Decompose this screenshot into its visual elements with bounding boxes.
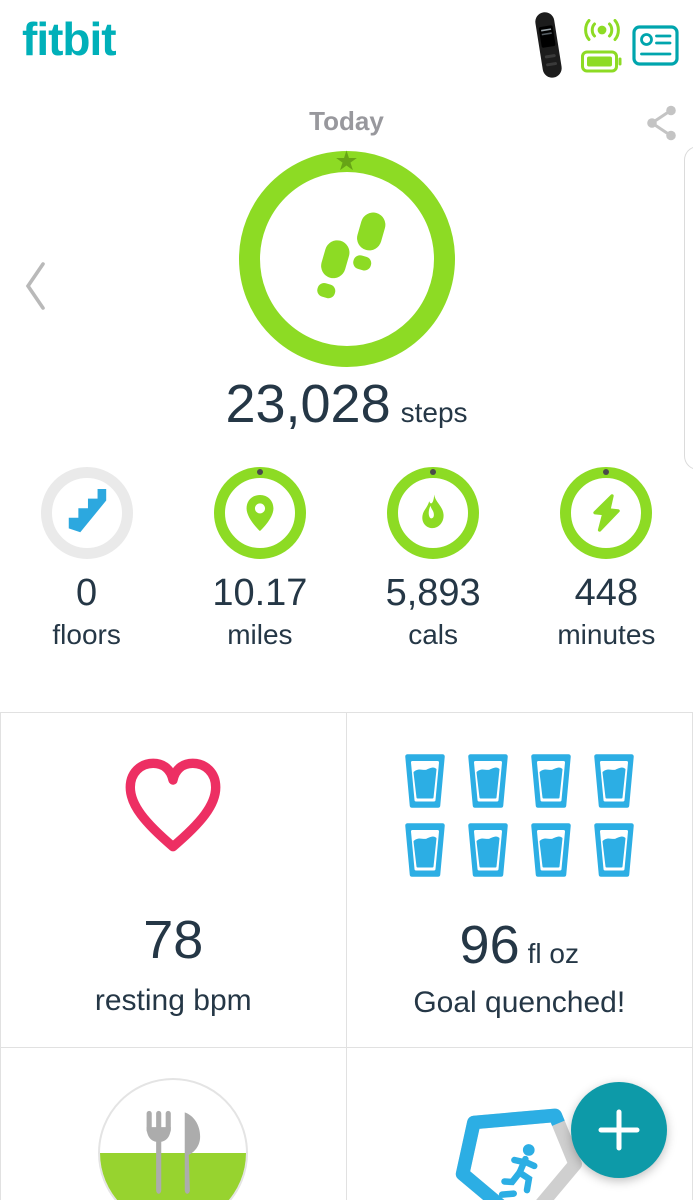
footsteps-icon: [316, 212, 385, 299]
account-button[interactable]: [632, 24, 679, 70]
lightning-icon: [593, 494, 621, 532]
floors-label: floors: [52, 619, 121, 650]
water-glass-icon: [594, 754, 634, 808]
location-pin-icon: [246, 494, 274, 532]
cals-ring: [387, 467, 480, 559]
steps-readout: 23,028 steps: [0, 373, 693, 435]
minutes-ring: [560, 467, 653, 559]
stat-miles[interactable]: 10.17 miles: [173, 467, 346, 651]
header-icons: [525, 10, 679, 83]
exercise-badge-icon: [456, 1108, 583, 1200]
resting-bpm-value: 78: [143, 910, 204, 970]
account-card-icon: [632, 25, 679, 66]
food-fill: [100, 1153, 247, 1200]
chevron-left-icon: [25, 262, 45, 310]
sync-signal-icon: [583, 19, 620, 41]
water-glass-icon: [468, 823, 508, 877]
water-value: 96: [459, 915, 520, 975]
device-status: [581, 19, 622, 73]
water-glasses: [347, 753, 693, 878]
heart-rate-tile[interactable]: 78 resting bpm: [0, 713, 347, 1048]
water-unit: fl oz: [527, 938, 579, 969]
miles-label: miles: [227, 619, 293, 650]
miles-ring: [213, 467, 306, 559]
fitbit-logo: fitbit: [22, 13, 117, 65]
goal-marker-dot: [603, 469, 610, 475]
water-goal-status: Goal quenched!: [413, 986, 626, 1019]
tiles-grid: 78 resting bpm: [0, 712, 693, 1200]
fork-knife-icon: [146, 1110, 201, 1194]
floors-ring: [40, 467, 133, 559]
steps-progress-ring[interactable]: ★: [238, 146, 455, 367]
resting-bpm-label: resting bpm: [94, 984, 252, 1017]
food-progress-circle: [98, 1078, 249, 1200]
miles-value: 10.17: [212, 572, 308, 614]
stairs-icon: [68, 489, 106, 533]
share-button[interactable]: [645, 104, 679, 145]
battery-level-icon: [581, 50, 622, 73]
stats-row: 0 floors 10.17 miles: [0, 467, 693, 651]
water-glass-icon: [468, 754, 508, 808]
stat-cals[interactable]: 5,893 cals: [347, 467, 520, 651]
add-fab-button[interactable]: [571, 1082, 667, 1178]
flame-icon: [422, 494, 444, 529]
cals-value: 5,893: [385, 572, 481, 614]
steps-value: 23,028: [225, 374, 391, 434]
stat-floors[interactable]: 0 floors: [0, 467, 173, 651]
tracker-device-button[interactable]: [525, 10, 571, 83]
water-glass-icon: [405, 823, 445, 877]
today-panel: Today ★: [0, 88, 693, 712]
water-glass-icon: [594, 823, 634, 877]
minutes-label: minutes: [557, 619, 656, 650]
goal-marker-dot: [256, 469, 263, 475]
steps-unit: steps: [400, 397, 468, 428]
food-tile[interactable]: [0, 1048, 347, 1200]
water-readout: 96 fl oz: [347, 914, 693, 976]
stat-minutes[interactable]: 448 minutes: [520, 467, 693, 651]
goal-marker-dot: [430, 469, 437, 475]
runner-icon: [499, 1144, 538, 1198]
floors-value: 0: [76, 572, 98, 614]
app-header: fitbit: [0, 0, 693, 88]
previous-day-chevron[interactable]: [22, 260, 48, 315]
next-day-card-edge[interactable]: [684, 146, 693, 470]
share-icon: [647, 105, 676, 141]
water-tile[interactable]: 96 fl oz Goal quenched!: [346, 713, 693, 1048]
water-glass-icon: [531, 823, 571, 877]
cals-label: cals: [408, 619, 459, 650]
day-title: Today: [309, 106, 384, 136]
water-glass-icon: [531, 754, 571, 808]
exercise-tile[interactable]: [347, 1048, 693, 1200]
plus-icon: [598, 1109, 640, 1151]
water-glass-icon: [405, 754, 445, 808]
minutes-value: 448: [574, 572, 639, 614]
goal-star-icon: ★: [334, 146, 359, 176]
tracker-device-icon: [535, 12, 562, 78]
heart-icon: [125, 758, 221, 852]
